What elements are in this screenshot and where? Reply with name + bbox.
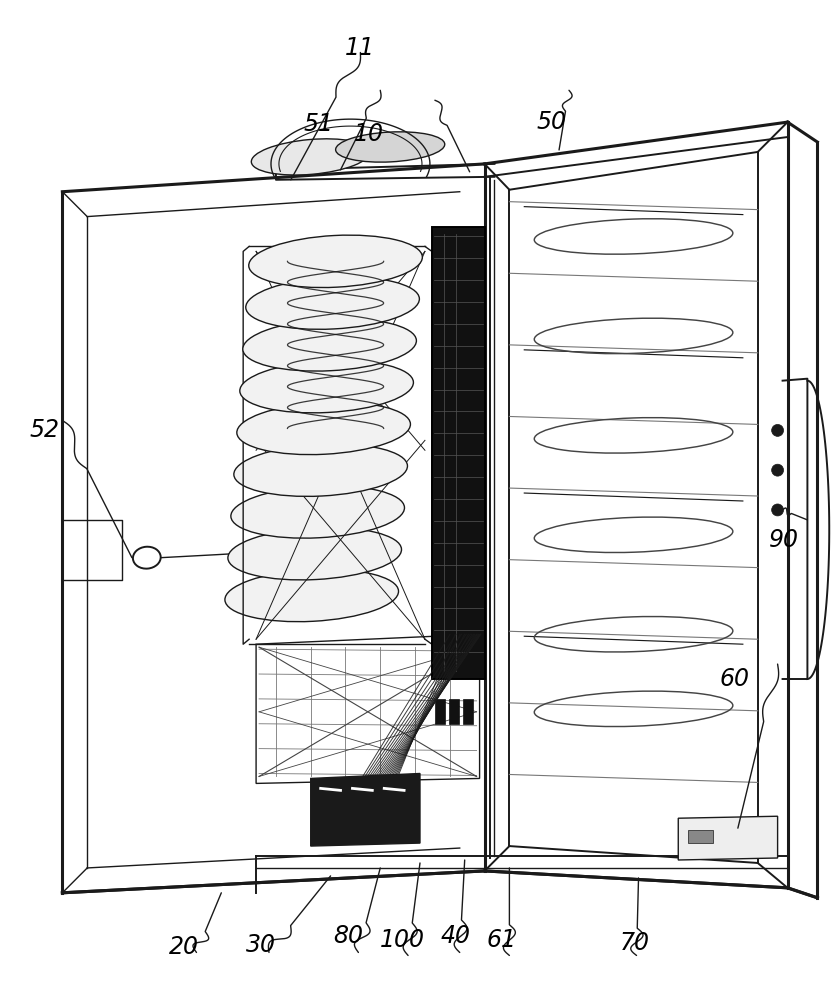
- Ellipse shape: [771, 504, 782, 516]
- Text: 100: 100: [379, 928, 424, 952]
- Text: 20: 20: [169, 936, 199, 960]
- Text: 80: 80: [333, 924, 362, 948]
- Ellipse shape: [248, 235, 422, 288]
- Ellipse shape: [246, 277, 419, 329]
- Ellipse shape: [251, 139, 370, 175]
- Polygon shape: [448, 699, 458, 724]
- Text: 11: 11: [345, 36, 375, 60]
- Ellipse shape: [240, 360, 413, 413]
- Ellipse shape: [237, 402, 410, 455]
- Polygon shape: [435, 699, 444, 724]
- Polygon shape: [310, 773, 420, 846]
- Text: 51: 51: [303, 112, 334, 136]
- Ellipse shape: [227, 527, 401, 580]
- Ellipse shape: [233, 444, 407, 496]
- Ellipse shape: [771, 464, 782, 476]
- Text: 61: 61: [486, 928, 516, 952]
- Text: 30: 30: [245, 933, 275, 957]
- Text: 52: 52: [29, 418, 59, 442]
- Text: 10: 10: [353, 122, 383, 146]
- Ellipse shape: [231, 486, 404, 538]
- Text: 50: 50: [536, 110, 566, 134]
- Text: 60: 60: [719, 667, 748, 691]
- Ellipse shape: [335, 132, 444, 162]
- Ellipse shape: [242, 319, 415, 371]
- Ellipse shape: [225, 569, 398, 622]
- Polygon shape: [462, 699, 472, 724]
- Text: 40: 40: [441, 924, 471, 948]
- Ellipse shape: [771, 424, 782, 436]
- Text: 70: 70: [619, 931, 649, 955]
- Polygon shape: [687, 830, 712, 843]
- Polygon shape: [677, 816, 777, 860]
- Polygon shape: [431, 227, 484, 679]
- Text: 90: 90: [768, 528, 798, 552]
